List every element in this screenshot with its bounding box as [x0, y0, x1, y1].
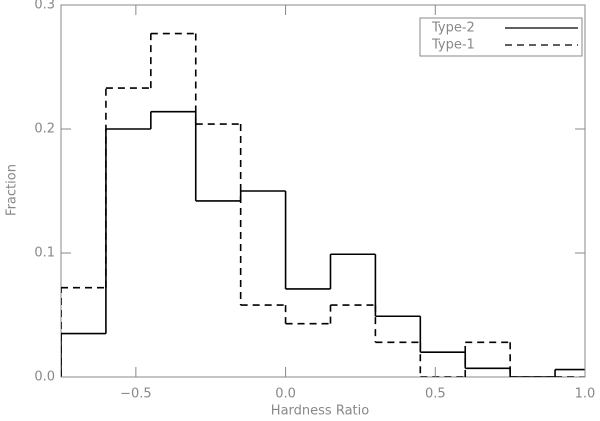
plot-frame [60, 4, 586, 378]
y-tick-label: 0.1 [34, 246, 55, 261]
legend-label: Type-2 [431, 21, 475, 36]
plot-area [61, 32, 585, 377]
x-tick-label: 0.5 [425, 387, 446, 402]
y-axis-label: Fraction [5, 164, 20, 216]
x-tick-label: 1.0 [575, 387, 596, 402]
y-tick-label: 0.2 [34, 122, 55, 137]
legend-box [419, 17, 583, 57]
x-tick-label: −0.5 [120, 387, 152, 402]
x-axis-label: Hardness Ratio [271, 404, 369, 419]
y-tick-label: 0.3 [34, 0, 55, 13]
y-tick-label: 0.0 [34, 370, 55, 385]
legend-label: Type-1 [431, 38, 475, 53]
x-tick-label: 0.0 [275, 387, 296, 402]
